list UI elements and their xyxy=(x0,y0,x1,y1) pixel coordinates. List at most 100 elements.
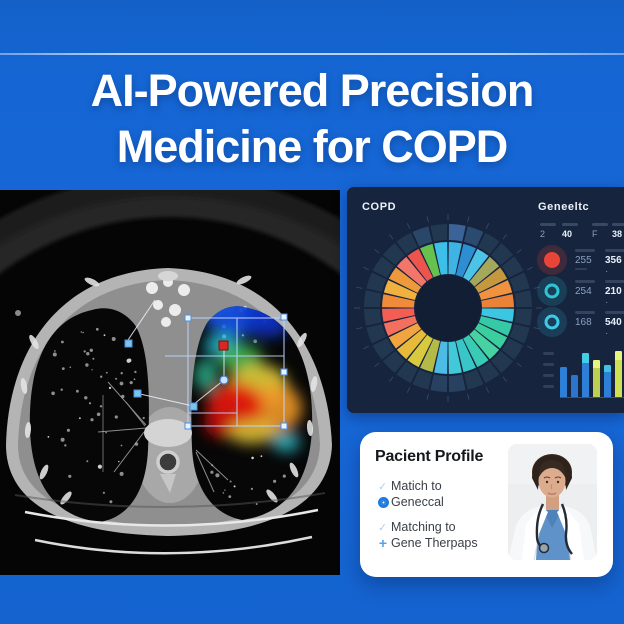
profile-match-item: ✓ Matich to Geneccal xyxy=(375,478,515,510)
bar xyxy=(615,351,622,397)
donut-segment xyxy=(420,338,441,373)
donut-segment xyxy=(364,290,382,308)
donut-tick xyxy=(502,234,507,240)
stat-value-2: 356 · xyxy=(605,249,624,277)
page-title: AI-Powered Precision Medicine for COPD xyxy=(0,63,624,175)
ct-scan-panel xyxy=(0,190,340,575)
donut-segment xyxy=(383,280,418,301)
teal-ring-icon xyxy=(537,276,567,306)
donut-segment xyxy=(501,256,524,278)
donut-segment xyxy=(382,294,415,308)
divider-line xyxy=(0,53,624,55)
donut-segment xyxy=(463,248,489,282)
mini-stat-value: 40 xyxy=(562,229,573,239)
card-title: Pacient Profile xyxy=(375,448,484,465)
bar xyxy=(593,360,600,397)
donut-tick xyxy=(374,249,380,254)
donut-segment xyxy=(474,267,508,293)
donut-tick xyxy=(374,362,380,367)
donut-hole xyxy=(415,275,481,341)
donut-segment xyxy=(514,290,532,308)
donut-tick xyxy=(356,286,363,289)
donut-tick xyxy=(467,216,470,223)
donut-tick xyxy=(527,266,533,271)
ct-scan-image xyxy=(0,190,340,575)
donut-segment xyxy=(501,338,524,360)
donut-tick xyxy=(485,223,490,229)
donut-segment xyxy=(388,267,422,293)
donut-segment xyxy=(448,374,466,392)
item-line-2: Geneccal xyxy=(391,495,444,509)
donut-segment xyxy=(366,272,387,293)
donut-segment xyxy=(372,338,395,360)
donut-tick xyxy=(426,393,429,400)
mini-stat-value: 2 xyxy=(540,229,546,239)
donut-segment xyxy=(407,334,433,368)
donut-tick xyxy=(363,266,369,271)
donut-segment xyxy=(396,232,418,255)
donut-segment xyxy=(448,224,466,242)
title-line-1: AI-Powered Precision xyxy=(90,65,535,116)
donut-segment xyxy=(491,242,514,265)
donut-segment xyxy=(474,323,508,349)
donut-segment xyxy=(372,256,395,278)
donut-segment xyxy=(396,329,427,360)
donut-segment xyxy=(434,341,448,374)
stat-value-1: 254 xyxy=(575,280,595,297)
title-line-2: Medicine for COPD xyxy=(116,121,509,172)
donut-segment xyxy=(463,334,489,368)
target-marker xyxy=(218,340,229,351)
donut-segment xyxy=(455,338,476,373)
donut-segment xyxy=(491,351,514,374)
mini-stat-value: F xyxy=(592,229,598,239)
ribs xyxy=(20,275,318,505)
donut-tick xyxy=(406,387,411,393)
donut-segment xyxy=(434,242,448,275)
stat-value-2: 210 · xyxy=(605,280,624,308)
item-line-1: Matching to xyxy=(391,520,456,534)
annotation-overlay xyxy=(102,299,288,472)
donut-segment xyxy=(478,232,500,255)
donut-segment xyxy=(469,256,500,287)
donut-tick xyxy=(527,345,533,350)
donut-segment xyxy=(420,243,441,278)
donut-segment xyxy=(509,323,530,344)
bronchial-branches xyxy=(97,381,229,493)
donut-chart xyxy=(354,214,542,402)
stat-value-1: 168 xyxy=(575,311,595,328)
donut-segment xyxy=(407,248,433,282)
bar xyxy=(560,367,567,397)
donut-tick xyxy=(533,286,540,289)
donut-segment xyxy=(448,341,462,374)
bar xyxy=(582,353,589,397)
vertebra xyxy=(144,419,192,493)
mini-stat: F xyxy=(592,223,608,239)
analytics-dashboard: COPD Geneeltc 2 40 F 38 255 356 · 254 210 · 168… xyxy=(347,187,624,413)
donut-segment xyxy=(481,308,514,322)
donut-tick xyxy=(356,327,363,330)
donut-tick xyxy=(516,362,522,367)
donut-segment xyxy=(430,374,448,392)
donut-tick xyxy=(467,393,470,400)
donut-segment xyxy=(463,226,484,247)
stat-value-1: 255 xyxy=(575,249,595,270)
donut-segment xyxy=(478,280,513,301)
donut-segment xyxy=(478,315,513,336)
donut-segment xyxy=(455,243,476,278)
donut-segment xyxy=(430,224,448,242)
donut-segment xyxy=(469,329,500,360)
donut-tick xyxy=(485,387,490,393)
donut-tick xyxy=(363,345,369,350)
mini-stat: 2 xyxy=(540,223,556,239)
donut-segment xyxy=(396,256,427,287)
cyan-ring-icon xyxy=(537,307,567,337)
profile-match-item: ✓ Matching to + Gene Therpaps xyxy=(375,519,515,551)
donut-segment xyxy=(383,315,418,336)
verified-badge-icon xyxy=(377,496,389,508)
donut-tick xyxy=(502,376,507,382)
donut-segment xyxy=(382,351,405,374)
donut-segment xyxy=(448,242,462,275)
donut-segment xyxy=(388,323,422,349)
donut-segment xyxy=(382,308,415,322)
red-dot-icon xyxy=(537,245,567,275)
